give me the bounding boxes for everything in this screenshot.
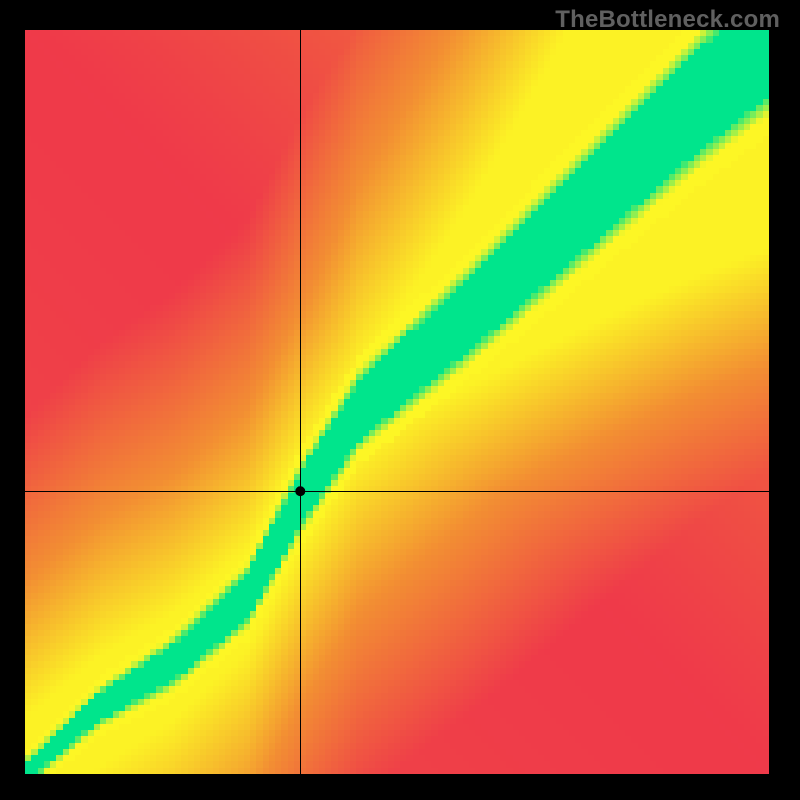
watermark-text: TheBottleneck.com — [555, 6, 780, 34]
bottleneck-heatmap — [25, 30, 769, 774]
chart-frame: { "watermark": { "text": "TheBottleneck.… — [0, 0, 800, 800]
